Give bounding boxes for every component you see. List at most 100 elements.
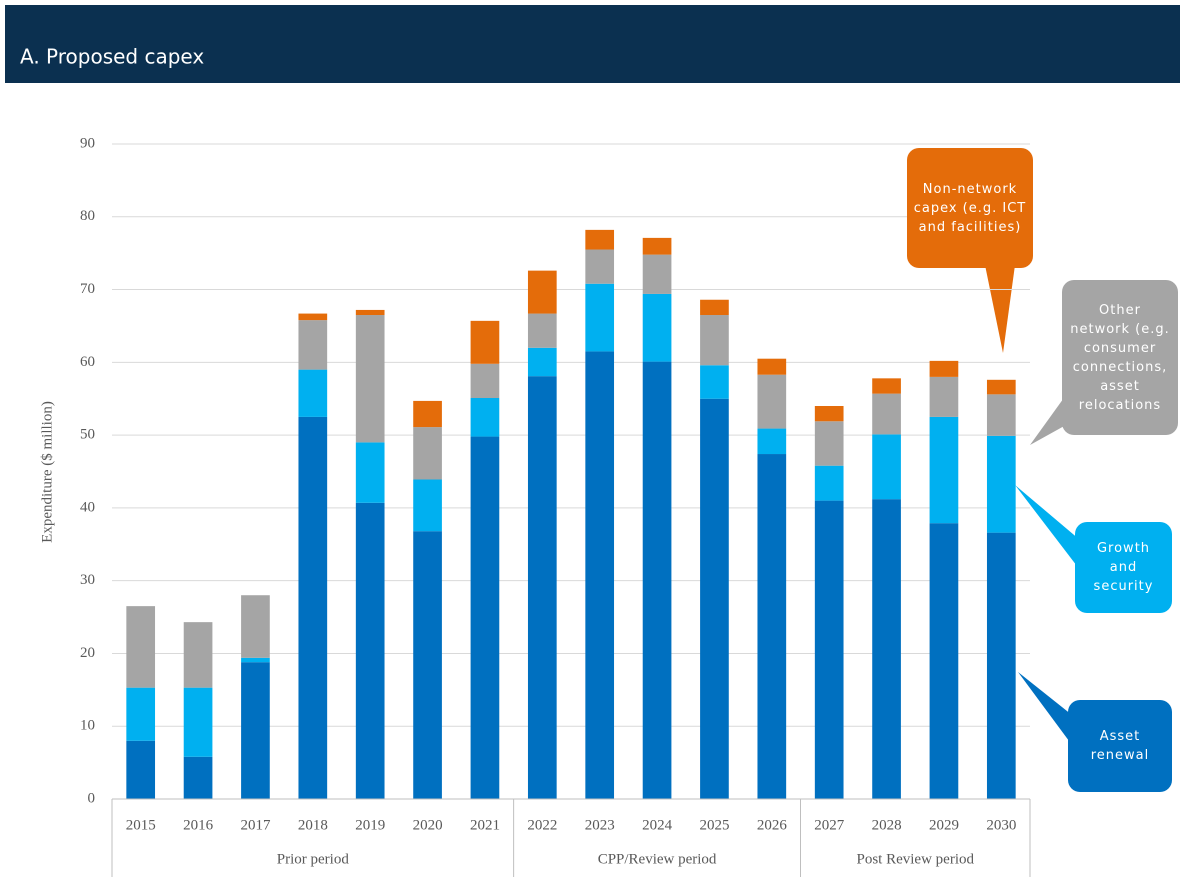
y-tick-label: 0 [88, 790, 96, 806]
bar-segment [413, 479, 442, 532]
callout: Other network (e.g. consumer connections… [1062, 280, 1178, 435]
bar-segment [585, 283, 615, 352]
bar-segment [413, 531, 442, 799]
x-tick-label: 2028 [872, 817, 902, 833]
header-band [5, 5, 1180, 83]
bar-segment [757, 428, 787, 455]
callout-pointer [1015, 485, 1080, 570]
x-tick-label: 2018 [298, 817, 328, 833]
bar-segment [929, 523, 959, 799]
bar-segment [700, 365, 729, 399]
bar-segment [470, 436, 500, 799]
x-tick-label: 2027 [814, 817, 845, 833]
bar-segment [814, 406, 844, 422]
bar-segment [929, 360, 959, 377]
bar-segment [355, 442, 385, 503]
y-tick-label: 40 [80, 499, 95, 515]
x-tick-label: 2030 [986, 817, 1016, 833]
bar-segment [757, 374, 787, 429]
bar-segment [298, 320, 328, 370]
bar-segment [872, 499, 901, 799]
x-tick-label: 2015 [126, 817, 156, 833]
y-tick-label: 80 [80, 208, 95, 224]
bar-segment [814, 465, 844, 501]
y-tick-label: 70 [80, 281, 95, 297]
x-tick-label: 2017 [240, 817, 271, 833]
bar-segment [929, 376, 959, 417]
y-tick-label: 50 [80, 427, 95, 443]
bar-segment [126, 740, 156, 799]
bar-segment [183, 687, 213, 757]
x-tick-label: 2020 [413, 817, 443, 833]
bar-segment [183, 622, 213, 688]
bar-segment [700, 299, 729, 316]
bar-segment [298, 369, 328, 417]
bar-segment [757, 454, 787, 799]
bar-segment [298, 416, 328, 799]
bar-segment [126, 687, 156, 741]
bar-segment [642, 361, 672, 799]
bar-segment [986, 435, 1016, 533]
bar-segment [355, 502, 385, 799]
period-label: Post Review period [857, 851, 975, 867]
bar-segment [814, 500, 844, 799]
bar-segment [986, 532, 1016, 799]
bar-segment [872, 393, 901, 435]
bar-segment [814, 421, 844, 466]
bar-segment [642, 237, 672, 255]
x-tick-label: 2026 [757, 817, 788, 833]
callout-pointer [985, 265, 1015, 353]
callout: Asset renewal [1068, 700, 1172, 792]
bar-segment [757, 358, 787, 375]
bar-segment [413, 400, 442, 428]
y-tick-label: 20 [80, 645, 95, 661]
bar-segment [470, 397, 500, 437]
bar-segment [929, 416, 959, 524]
y-tick-label: 30 [80, 572, 95, 588]
bar-segment [413, 427, 442, 480]
callout-pointer [1030, 395, 1066, 445]
bar-segment [241, 657, 270, 663]
bar-segment [527, 313, 557, 348]
bar-segment [585, 351, 615, 799]
x-tick-label: 2016 [183, 817, 214, 833]
x-tick-label: 2025 [699, 817, 729, 833]
bar-segment [527, 270, 557, 314]
x-tick-label: 2022 [527, 817, 557, 833]
bar-segment [298, 313, 328, 321]
bar-segment [355, 309, 385, 316]
bar-segment [527, 376, 557, 799]
y-tick-label: 90 [80, 135, 95, 151]
bar-segment [700, 315, 729, 366]
header-title: A. Proposed capex [20, 45, 204, 69]
x-tick-label: 2024 [642, 817, 673, 833]
bar-segment [986, 379, 1016, 395]
bar-segment [183, 756, 213, 799]
y-tick-label: 10 [80, 718, 95, 734]
bar-segment [126, 606, 156, 688]
x-tick-label: 2023 [585, 817, 615, 833]
bar-segment [527, 347, 557, 377]
bar-segment [241, 595, 270, 658]
period-label: CPP/Review period [598, 851, 717, 867]
bar-segment [872, 434, 901, 500]
x-tick-label: 2019 [355, 817, 385, 833]
period-label: Prior period [277, 851, 350, 867]
y-tick-label: 60 [80, 354, 95, 370]
callout: Growth and security [1075, 522, 1172, 613]
bar-segment [872, 378, 901, 394]
bar-segment [585, 249, 615, 284]
bar-segment [355, 315, 385, 443]
x-tick-label: 2021 [470, 817, 500, 833]
y-axis-label: Expenditure ($ million) [39, 401, 55, 543]
callout-pointer [1018, 672, 1072, 745]
bar-segment [642, 293, 672, 362]
bar-segment [700, 398, 729, 799]
bar-segment [470, 363, 500, 398]
bar-segment [585, 229, 615, 250]
bar-segment [241, 662, 270, 799]
x-tick-label: 2029 [929, 817, 959, 833]
bar-segment [642, 254, 672, 294]
callout: Non-network capex (e.g. ICT and faciliti… [907, 148, 1033, 268]
